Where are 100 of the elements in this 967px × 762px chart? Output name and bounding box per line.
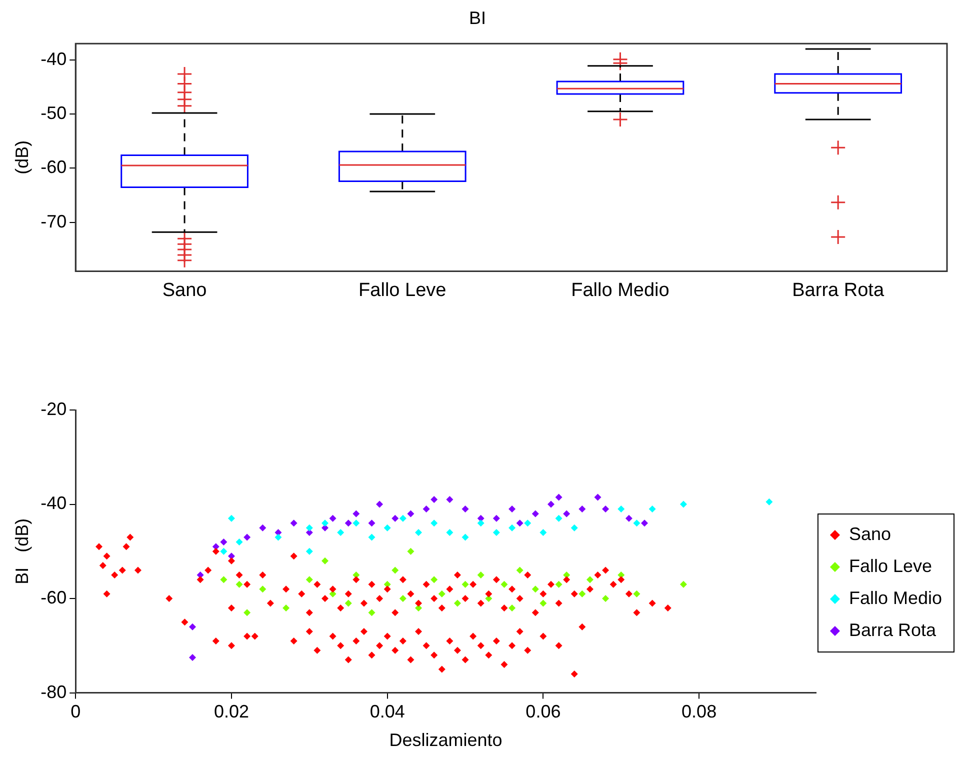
point	[524, 520, 532, 527]
point	[244, 534, 251, 541]
point	[407, 548, 414, 555]
point	[602, 505, 610, 512]
x-tick-label: 0.06	[526, 702, 561, 722]
point	[407, 510, 414, 518]
x-tick-label: Barra Rota	[792, 280, 884, 301]
point	[547, 500, 554, 508]
point	[462, 534, 469, 541]
point	[306, 548, 313, 555]
point	[352, 510, 360, 518]
point	[586, 576, 594, 584]
point	[446, 529, 454, 536]
point	[306, 576, 313, 584]
point	[259, 524, 266, 532]
point	[540, 529, 547, 536]
point	[477, 520, 484, 527]
point	[633, 520, 640, 527]
legend-label: Fallo Medio	[848, 588, 942, 608]
point	[415, 529, 422, 536]
point	[368, 534, 376, 541]
chart-title: BI	[468, 8, 486, 28]
point	[392, 514, 399, 522]
legend-label: Fallo Leve	[848, 556, 932, 576]
point	[274, 534, 282, 541]
x-tick-label: Fallo Leve	[358, 280, 446, 301]
point	[594, 494, 602, 501]
x-tick-label: 0	[70, 702, 81, 722]
x-axis-title: Deslizamiento	[389, 730, 502, 750]
point	[430, 520, 438, 527]
legend-label: Sano	[848, 524, 892, 544]
point	[508, 604, 516, 612]
point	[430, 576, 438, 584]
point	[633, 590, 640, 598]
point	[578, 505, 586, 512]
x-tick-label: Sano	[162, 280, 207, 301]
point	[376, 500, 384, 508]
y-tick-label: -40	[40, 493, 67, 514]
y-tick-label: -60	[40, 157, 67, 178]
point	[306, 524, 313, 532]
x-tick-label: 0.04	[370, 702, 405, 722]
point	[236, 538, 243, 546]
point	[516, 520, 524, 527]
point	[337, 529, 344, 536]
y-tick-label: -80	[40, 682, 67, 702]
point	[648, 505, 656, 512]
point	[680, 580, 687, 588]
point	[602, 595, 610, 602]
point	[532, 586, 539, 593]
y-tick-label: -70	[40, 211, 67, 232]
point	[399, 595, 406, 602]
point	[344, 520, 352, 527]
point	[189, 623, 196, 630]
point	[454, 600, 461, 607]
point	[570, 524, 578, 532]
y-axis-title: (dB)	[12, 140, 32, 174]
point	[368, 520, 376, 527]
y-tick-label: -60	[40, 588, 67, 608]
point	[532, 510, 539, 518]
y-tick-label: -50	[40, 103, 67, 124]
y-axis-title: BI (dB)	[12, 518, 32, 584]
point	[508, 505, 516, 512]
point	[344, 600, 352, 607]
point	[492, 529, 500, 536]
point	[220, 538, 228, 546]
point	[282, 604, 290, 612]
point	[321, 520, 328, 527]
point	[430, 496, 438, 504]
point	[508, 524, 516, 532]
point	[578, 590, 586, 598]
point	[259, 586, 266, 593]
y-tick-label: -20	[40, 398, 67, 419]
point	[625, 514, 632, 522]
point	[236, 580, 243, 588]
point	[399, 514, 406, 522]
point	[329, 514, 336, 522]
point	[766, 498, 773, 506]
point	[446, 496, 454, 504]
point	[189, 654, 196, 661]
point	[352, 520, 360, 527]
point	[680, 500, 687, 508]
x-tick-label: 0.08	[682, 702, 717, 722]
point	[462, 580, 469, 588]
x-tick-label: 0.02	[214, 702, 249, 722]
point	[500, 580, 508, 588]
point	[555, 580, 562, 588]
point	[392, 566, 399, 574]
point	[540, 600, 547, 607]
point	[422, 505, 430, 512]
point	[492, 514, 500, 522]
point	[618, 505, 625, 512]
legend-label: Barra Rota	[848, 620, 937, 640]
point	[220, 576, 228, 584]
point	[462, 505, 469, 512]
x-tick-label: Fallo Medio	[571, 280, 670, 301]
point	[516, 566, 524, 574]
point	[384, 524, 391, 532]
point	[555, 514, 562, 522]
point	[368, 609, 376, 616]
point	[555, 494, 562, 501]
